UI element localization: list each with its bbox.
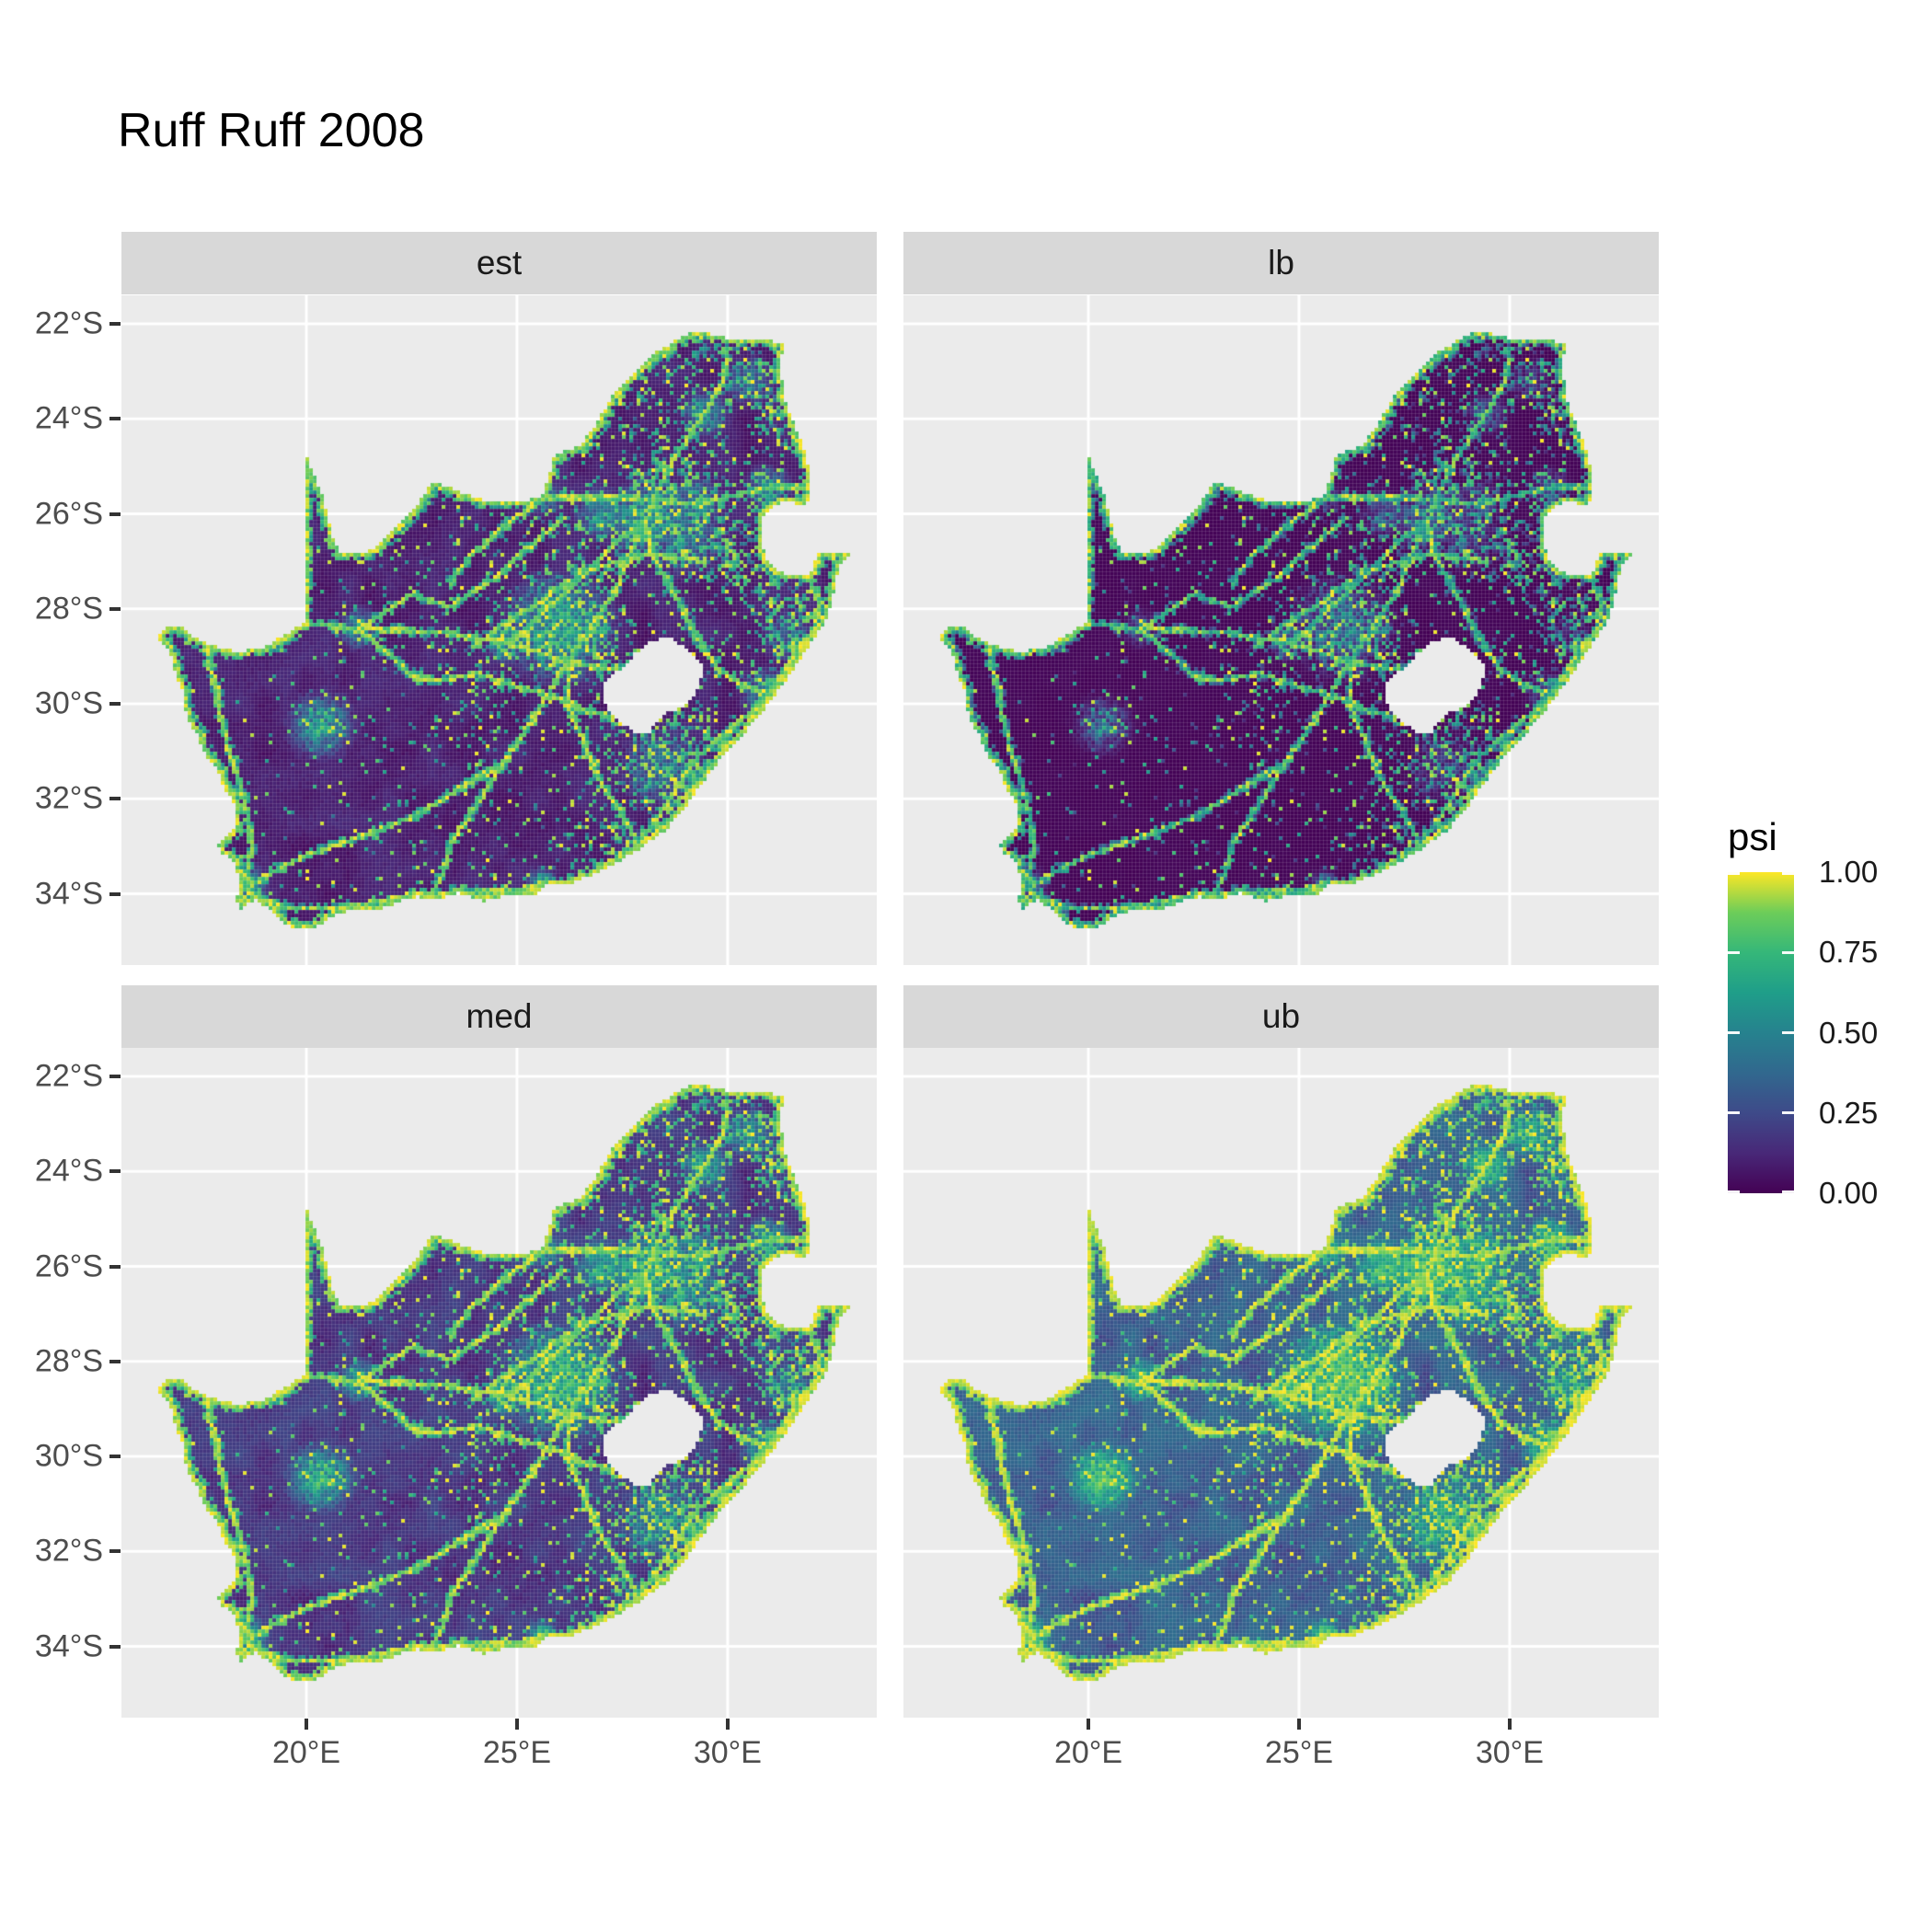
y-tick-mark bbox=[109, 1074, 121, 1078]
legend-tick-mark bbox=[1728, 950, 1740, 954]
x-tick-label: 20°E bbox=[271, 1735, 341, 1770]
legend-tick-label: 1.00 bbox=[1819, 855, 1879, 889]
x-tick-label: 30°E bbox=[693, 1735, 762, 1770]
y-tick-mark bbox=[109, 797, 121, 801]
y-tick-mark bbox=[109, 1455, 121, 1459]
legend-tick-mark bbox=[1782, 950, 1794, 954]
facet-strip-label: est bbox=[476, 244, 523, 282]
y-tick-label: 26°S bbox=[34, 496, 103, 531]
x-tick-mark bbox=[514, 1719, 519, 1730]
y-tick-mark bbox=[109, 1264, 121, 1269]
y-tick-label: 24°S bbox=[34, 400, 103, 436]
facet-map-lb bbox=[903, 295, 1659, 965]
legend-tick-mark bbox=[1728, 1111, 1740, 1115]
legend-tick-mark bbox=[1782, 1190, 1794, 1193]
y-tick-label: 30°S bbox=[34, 1438, 103, 1474]
y-tick-mark bbox=[109, 512, 121, 516]
y-tick-mark bbox=[109, 702, 121, 707]
y-tick-mark bbox=[109, 1549, 121, 1554]
y-tick-label: 22°S bbox=[34, 1058, 103, 1094]
facet-strip-label: lb bbox=[1268, 244, 1294, 282]
x-tick-label: 25°E bbox=[1264, 1735, 1333, 1770]
x-tick-label: 30°E bbox=[1475, 1735, 1544, 1770]
y-tick-label: 24°S bbox=[34, 1153, 103, 1189]
facet-map-est bbox=[121, 295, 877, 965]
y-tick-mark bbox=[109, 1169, 121, 1174]
x-tick-label: 20°E bbox=[1053, 1735, 1123, 1770]
y-tick-label: 34°S bbox=[34, 876, 103, 912]
legend-title: psi bbox=[1728, 815, 1777, 858]
legend-tick-mark bbox=[1728, 1190, 1740, 1193]
y-tick-mark bbox=[109, 606, 121, 611]
y-tick-label: 32°S bbox=[34, 1533, 103, 1569]
legend-tick-label: 0.25 bbox=[1819, 1095, 1879, 1130]
plot-title: Ruff Ruff 2008 bbox=[118, 104, 425, 157]
y-tick-label: 26°S bbox=[34, 1248, 103, 1283]
y-tick-mark bbox=[109, 1359, 121, 1363]
x-tick-mark bbox=[1087, 1719, 1090, 1730]
legend-tick-label: 0.50 bbox=[1819, 1015, 1879, 1050]
y-tick-label: 22°S bbox=[34, 305, 103, 341]
legend-tick-mark bbox=[1782, 1031, 1794, 1034]
facet-strip-label: ub bbox=[1261, 997, 1301, 1035]
facet-strip-med: med bbox=[121, 985, 877, 1048]
facet-map-med bbox=[121, 1048, 877, 1718]
y-tick-mark bbox=[109, 891, 121, 896]
legend-tick-label: 0.00 bbox=[1819, 1176, 1879, 1210]
y-tick-label: 30°S bbox=[34, 685, 103, 721]
legend-tick-mark bbox=[1728, 1031, 1740, 1034]
facet-strip-est: est bbox=[121, 232, 877, 294]
y-tick-label: 28°S bbox=[34, 1343, 103, 1379]
x-tick-label: 25°E bbox=[482, 1735, 551, 1770]
y-tick-mark bbox=[109, 417, 121, 421]
x-tick-mark bbox=[1507, 1719, 1512, 1730]
y-tick-mark bbox=[109, 1644, 121, 1649]
legend-tick-mark bbox=[1782, 872, 1794, 875]
y-tick-label: 34°S bbox=[34, 1628, 103, 1664]
y-tick-label: 32°S bbox=[34, 780, 103, 816]
facet-strip-label: med bbox=[466, 997, 533, 1035]
y-tick-mark bbox=[109, 321, 121, 326]
legend-tick-mark bbox=[1782, 1111, 1794, 1115]
legend-tick-mark bbox=[1728, 872, 1740, 875]
x-tick-mark bbox=[725, 1719, 730, 1730]
facet-strip-ub: ub bbox=[903, 985, 1659, 1048]
x-tick-mark bbox=[305, 1719, 308, 1730]
facet-map-ub bbox=[903, 1048, 1659, 1718]
x-tick-mark bbox=[1296, 1719, 1301, 1730]
legend-tick-label: 0.75 bbox=[1819, 935, 1879, 970]
facet-strip-lb: lb bbox=[903, 232, 1659, 294]
y-tick-label: 28°S bbox=[34, 591, 103, 627]
